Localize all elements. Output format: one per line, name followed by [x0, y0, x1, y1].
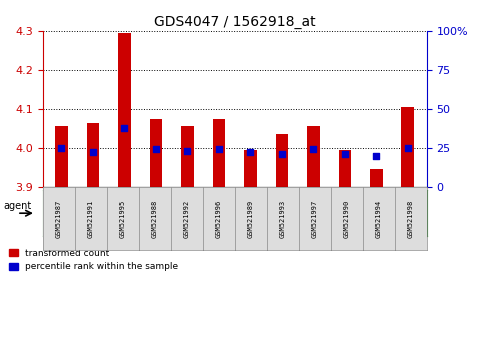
Text: imatinib mesylate +
HDACi analog LBH589: imatinib mesylate + HDACi analog LBH589	[336, 204, 421, 223]
Text: GSM521996: GSM521996	[215, 199, 222, 238]
Bar	[339, 150, 351, 187]
Point	[184, 148, 191, 154]
Bar	[244, 150, 256, 187]
Bar	[55, 126, 68, 187]
Point	[152, 147, 160, 152]
Text: HDACi analog
LBH589: HDACi analog LBH589	[256, 204, 309, 223]
Point	[278, 151, 286, 157]
Bar	[150, 119, 162, 187]
Point	[246, 150, 254, 155]
Text: GSM521993: GSM521993	[280, 199, 285, 238]
Text: imatinib mesylate: imatinib mesylate	[152, 209, 221, 218]
Point	[89, 150, 97, 155]
Point	[57, 145, 65, 151]
Bar	[86, 122, 99, 187]
Bar	[370, 169, 383, 187]
Bar	[213, 119, 225, 187]
Legend: transformed count, percentile rank within the sample: transformed count, percentile rank withi…	[4, 244, 183, 276]
Point	[404, 145, 412, 151]
Text: GSM521992: GSM521992	[184, 199, 190, 238]
Point	[215, 147, 223, 152]
Bar	[181, 126, 194, 187]
Title: GDS4047 / 1562918_at: GDS4047 / 1562918_at	[154, 15, 315, 29]
Text: GSM521998: GSM521998	[408, 199, 413, 238]
Text: GSM521995: GSM521995	[120, 199, 126, 238]
Text: GSM521990: GSM521990	[343, 199, 350, 238]
Text: GSM521997: GSM521997	[312, 199, 318, 238]
Bar	[118, 33, 131, 187]
Text: GSM521994: GSM521994	[376, 199, 382, 238]
Point	[341, 151, 349, 157]
Text: no treatment control: no treatment control	[51, 209, 130, 218]
Bar	[401, 107, 414, 187]
Point	[372, 153, 380, 159]
Bar	[275, 134, 288, 187]
Text: GSM521989: GSM521989	[248, 199, 254, 238]
Text: GSM521991: GSM521991	[87, 199, 94, 238]
Text: GSM521988: GSM521988	[152, 199, 157, 238]
Text: GSM521987: GSM521987	[56, 199, 62, 238]
Point	[310, 147, 317, 152]
Text: agent: agent	[4, 201, 32, 211]
Point	[121, 125, 128, 131]
Bar	[307, 126, 320, 187]
